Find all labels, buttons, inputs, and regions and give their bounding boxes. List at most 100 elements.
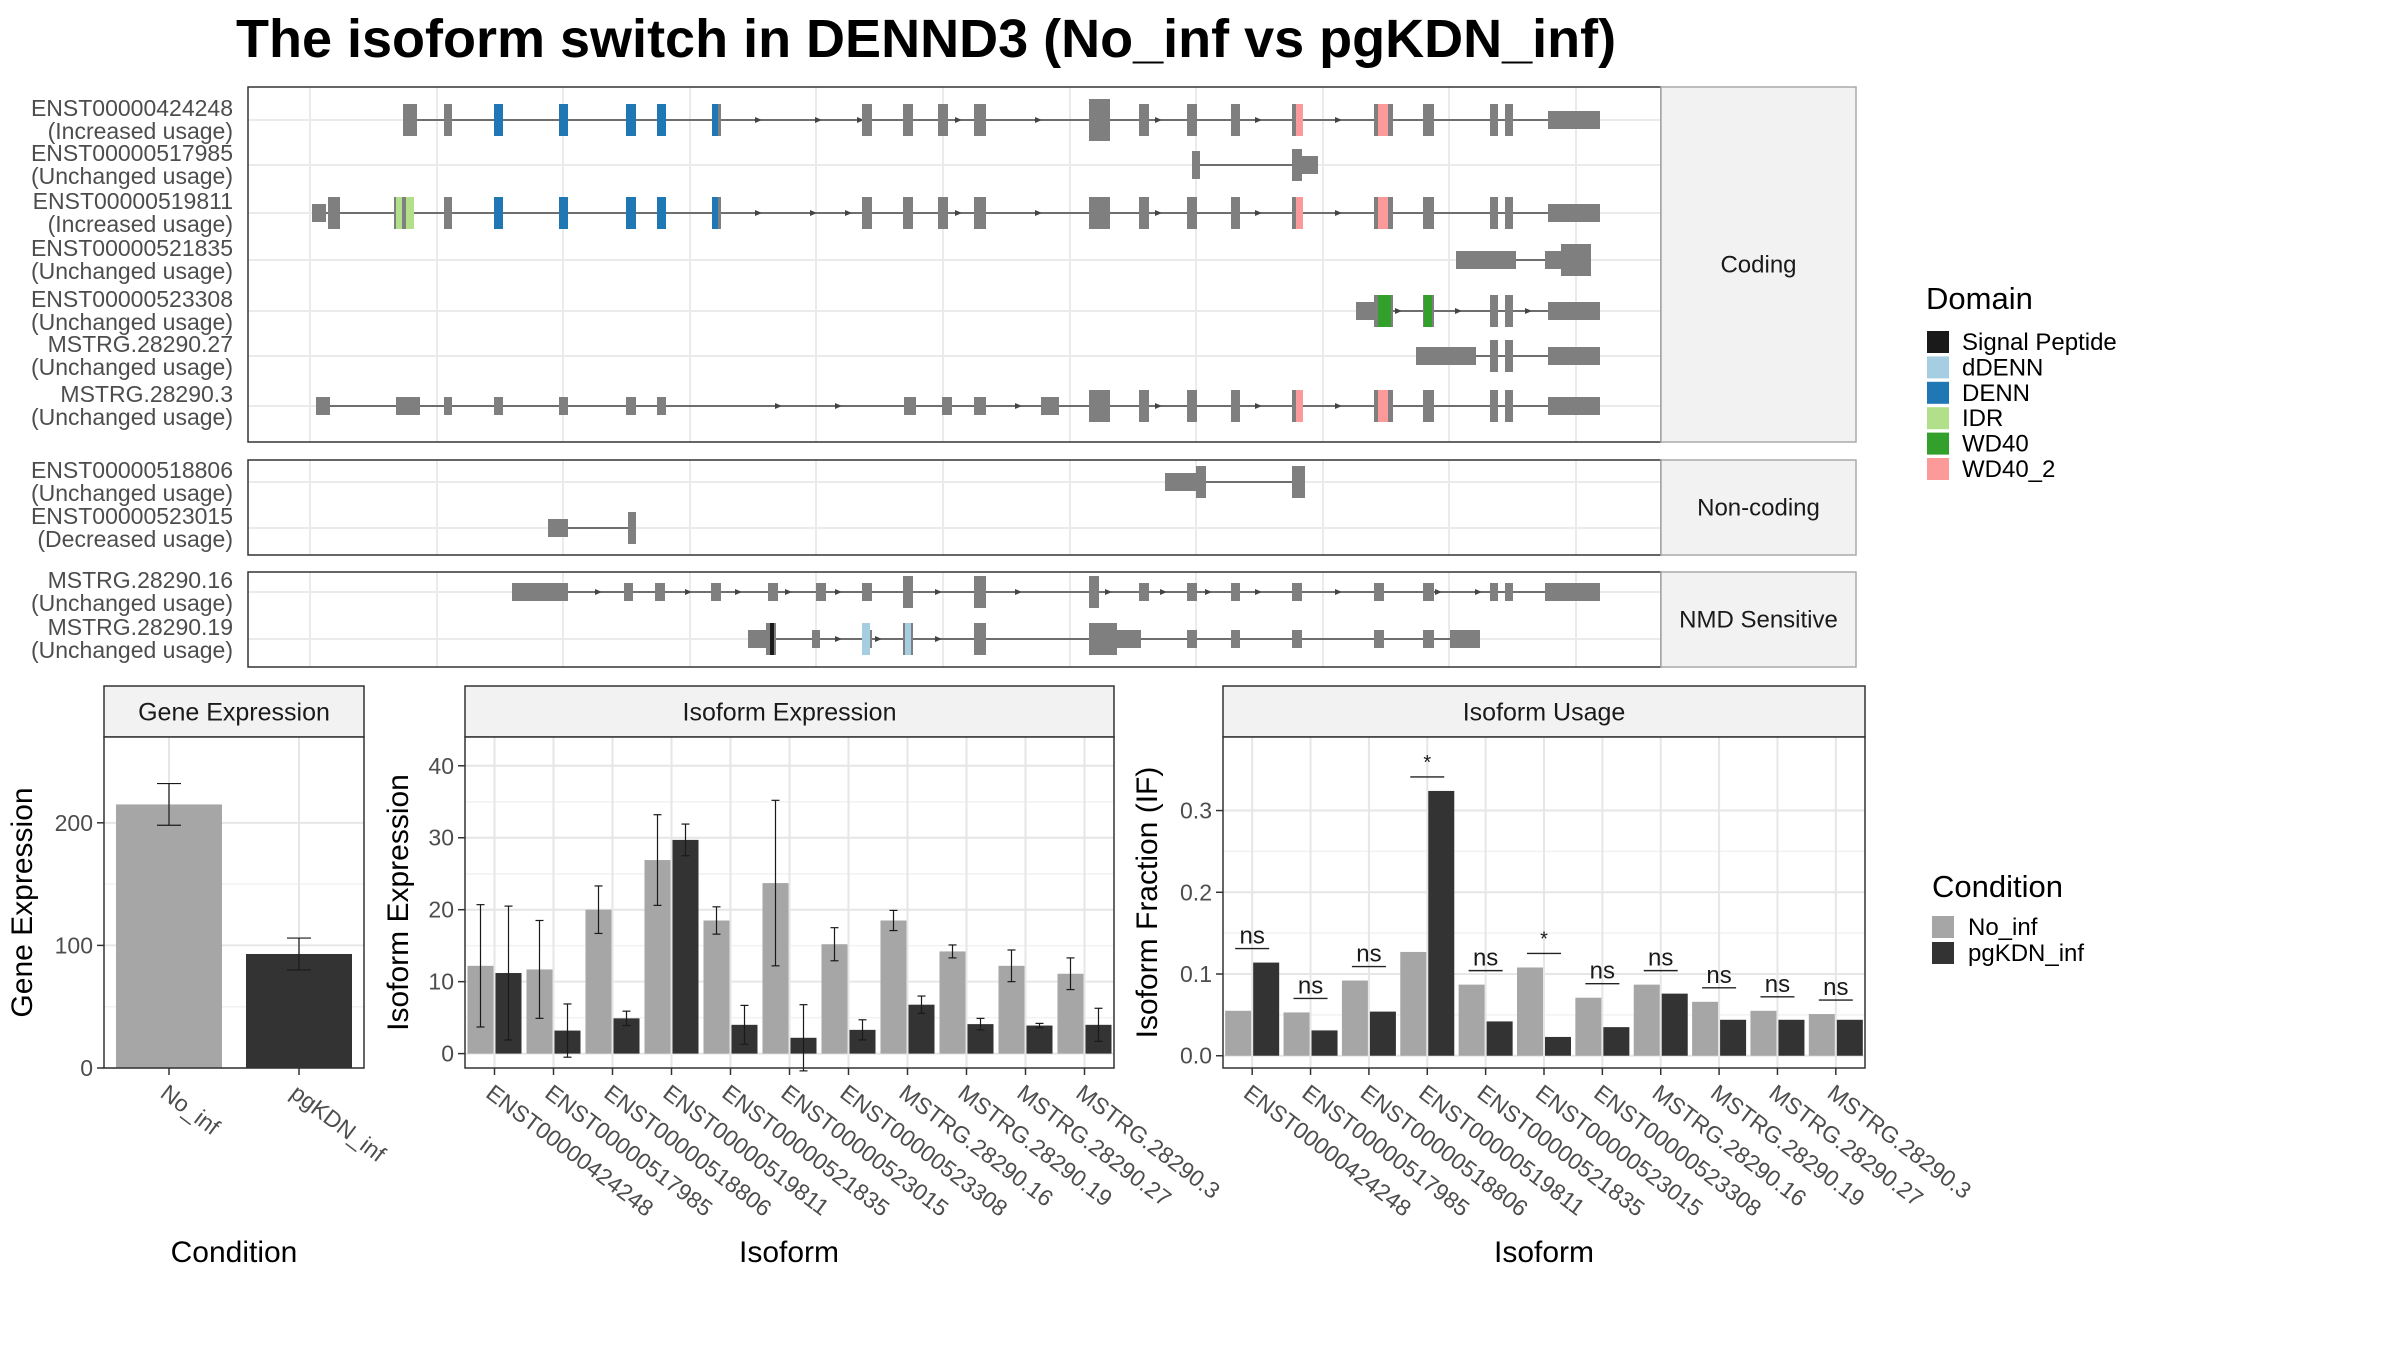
exon-block (624, 583, 633, 601)
transcript-usage-label: (Unchanged usage) (31, 258, 233, 284)
domain-block-signal-peptide (770, 623, 774, 655)
section-label-non-coding: Non-coding (1697, 495, 1820, 522)
exon-block (1490, 340, 1498, 372)
transcript-usage-label: (Unchanged usage) (31, 637, 233, 663)
transcript-id-label: MSTRG.28290.27 (48, 331, 233, 357)
transcript-id-label: MSTRG.28290.3 (60, 381, 233, 407)
significance-label: * (1423, 752, 1431, 774)
significance-label: ns (1590, 958, 1615, 985)
exon-block (1292, 149, 1302, 181)
isoform-usage-chart: Isoform Usage ns ns ns * ns * ns ns ns ns ns 0.0 0.1 0… (1131, 685, 1976, 1269)
x-axis-title: Isoform (739, 1236, 839, 1269)
exon-block (1561, 244, 1591, 276)
significance-label: ns (1356, 941, 1381, 968)
exon-block (1490, 104, 1498, 136)
exon-block (1548, 204, 1600, 222)
chart-title-strip (1222, 685, 1866, 738)
bar-pgKDN_inf (1545, 1036, 1571, 1056)
section-strip (1660, 571, 1857, 668)
exon-block (974, 104, 986, 136)
direction-arrow (935, 589, 942, 595)
direction-arrow (1335, 403, 1342, 409)
exon-block (444, 104, 452, 136)
domain-block-idr (396, 197, 402, 229)
exon-block (657, 397, 666, 415)
direction-arrow (755, 117, 762, 123)
bar-No_inf (880, 920, 907, 1054)
y-tick-label: 200 (55, 810, 93, 836)
exon-block (1505, 197, 1513, 229)
bar-No_inf (939, 951, 966, 1054)
direction-arrow (1335, 117, 1342, 123)
exon-block (974, 576, 986, 608)
chart-title-strip (464, 685, 1115, 738)
exon-block (1423, 104, 1434, 136)
section-label-coding: Coding (1720, 252, 1796, 279)
domain-block-idr (406, 197, 414, 229)
exon-block (494, 397, 503, 415)
y-axis-title: Gene Expression (6, 787, 39, 1017)
transcript-usage-label: (Unchanged usage) (31, 163, 233, 189)
transcript-usage-label: (Decreased usage) (37, 526, 233, 552)
exon-block (628, 512, 636, 544)
chart-title-strip (103, 685, 365, 738)
direction-arrow (810, 210, 817, 216)
exon-block (938, 104, 948, 136)
exon-block (1416, 347, 1476, 365)
direction-arrow (595, 589, 602, 595)
y-tick-label: 0 (441, 1041, 454, 1067)
exon-block (1139, 197, 1149, 229)
exon-block (312, 204, 326, 222)
transcript-usage-label: (Increased usage) (48, 211, 233, 237)
bar-No_inf (1633, 984, 1660, 1056)
bar-pgKDN_inf (1311, 1030, 1338, 1056)
exon-block (1192, 151, 1200, 179)
significance-label: ns (1240, 923, 1265, 950)
exon-block (396, 397, 420, 415)
significance-label: ns (1298, 972, 1323, 999)
x-tick-label: pgKDN_inf (286, 1079, 391, 1167)
domain-legend-swatch (1927, 356, 1949, 379)
direction-arrow (815, 117, 822, 123)
exon-block (711, 583, 721, 601)
domain-block-ddenn (905, 623, 911, 655)
direction-arrow (845, 210, 852, 216)
exon-block (444, 397, 452, 415)
exon-block (1450, 630, 1480, 648)
significance-label: * (1540, 928, 1548, 950)
exon-block (903, 197, 913, 229)
exon-block (1505, 390, 1513, 422)
exon-block (1041, 397, 1059, 415)
exon-block (768, 583, 778, 601)
domain-block-denn (626, 197, 636, 229)
y-tick-label: 0.0 (1180, 1043, 1212, 1069)
transcript-id-label: ENST00000523308 (31, 286, 233, 312)
transcript-usage-label: (Increased usage) (48, 118, 233, 144)
direction-arrow (1455, 308, 1462, 314)
direction-arrow (955, 117, 962, 123)
exon-block (1302, 156, 1318, 174)
condition-legend-label: pgKDN_inf (1968, 940, 2084, 967)
bar-pgKDN_inf (1253, 962, 1280, 1056)
exon-block (316, 397, 330, 415)
exon-block (626, 397, 636, 415)
direction-arrow (775, 403, 782, 409)
exon-block (1187, 630, 1197, 648)
domain-legend-title: Domain (1926, 281, 2033, 316)
exon-block (1548, 302, 1600, 320)
bar-No_inf (1283, 1012, 1310, 1056)
direction-arrow (1015, 403, 1022, 409)
exon-block (1490, 583, 1498, 601)
direction-arrow (735, 589, 742, 595)
exon-block (1117, 630, 1141, 648)
exon-block (938, 197, 948, 229)
exon-block (1231, 104, 1240, 136)
section-strip (1660, 86, 1857, 443)
direction-arrow (1475, 589, 1482, 595)
transcript-usage-label: (Unchanged usage) (31, 309, 233, 335)
transcript-id-label: ENST00000521835 (31, 235, 233, 261)
exon-block (862, 583, 872, 601)
y-tick-label: 100 (55, 932, 93, 958)
